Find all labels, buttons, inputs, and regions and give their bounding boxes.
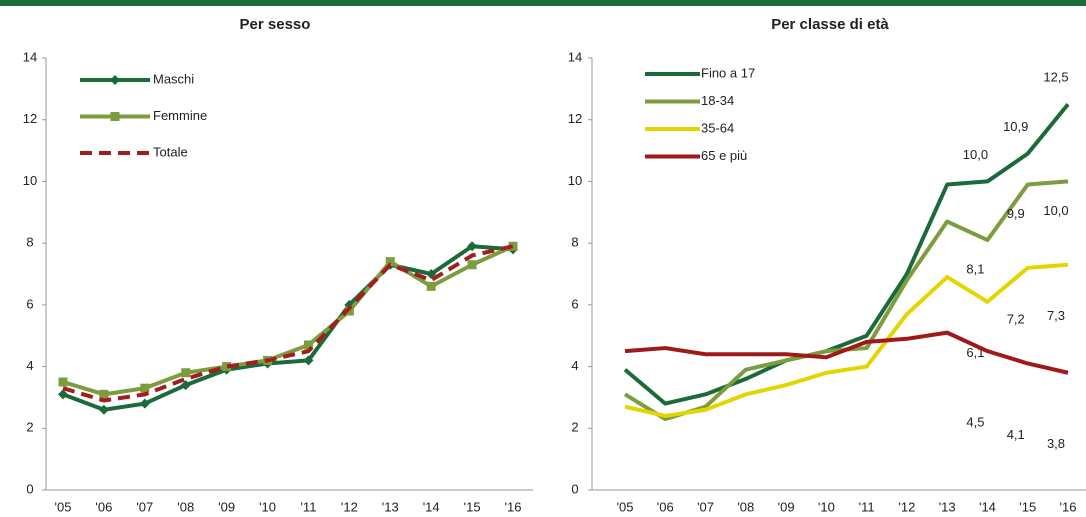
legend-label: 18-34 <box>701 93 734 108</box>
x-tick-label: '07 <box>136 499 153 514</box>
x-tick-label: '06 <box>95 499 112 514</box>
y-tick-label: 10 <box>23 173 37 188</box>
y-tick-label: 14 <box>23 49 37 64</box>
x-tick-label: '14 <box>423 499 440 514</box>
data-label: 4,5 <box>966 415 984 430</box>
data-label: 12,5 <box>1043 70 1068 85</box>
legend-label: 35-64 <box>701 120 734 135</box>
y-tick-label: 12 <box>23 111 37 126</box>
marker <box>467 260 477 270</box>
data-label: 10,0 <box>963 147 988 162</box>
x-tick-label: '10 <box>259 499 276 514</box>
chart-title: Per sesso <box>240 16 311 33</box>
y-tick-label: 6 <box>26 296 33 311</box>
data-label: 4,1 <box>1007 427 1025 442</box>
x-tick-label: '16 <box>505 499 522 514</box>
marker <box>467 241 478 252</box>
x-tick-label: '12 <box>341 499 358 514</box>
marker <box>426 281 436 291</box>
series-line <box>624 330 1069 375</box>
data-label: 10,0 <box>1043 203 1068 218</box>
series-line <box>62 244 514 412</box>
legend-label: Femmine <box>153 108 207 123</box>
x-tick-label: '07 <box>697 499 714 514</box>
x-tick-label: '11 <box>300 499 316 514</box>
marker <box>58 389 68 400</box>
series-line <box>62 244 514 403</box>
x-tick-label: '06 <box>657 499 674 514</box>
y-tick-label: 2 <box>26 420 33 435</box>
marker <box>303 355 314 366</box>
series-line <box>623 179 1069 422</box>
x-tick-label: '08 <box>177 499 194 514</box>
marker <box>140 383 150 393</box>
y-tick-label: 0 <box>571 481 578 496</box>
y-tick-label: 4 <box>571 358 578 373</box>
y-tick-label: 4 <box>26 358 33 373</box>
x-tick-label: '05 <box>55 499 72 514</box>
x-tick-label: '14 <box>979 499 996 514</box>
marker <box>385 257 395 267</box>
marker <box>58 377 68 387</box>
data-label: 7,2 <box>1007 311 1025 326</box>
marker <box>99 389 109 399</box>
marker <box>222 362 232 372</box>
legend-label: Totale <box>153 144 188 159</box>
series-line <box>624 262 1069 418</box>
top-bar <box>0 0 1086 6</box>
y-tick-label: 0 <box>26 481 33 496</box>
marker <box>303 340 313 350</box>
legend-label: Fino a 17 <box>701 65 755 80</box>
chart-title: Per classe di età <box>771 16 889 33</box>
data-label: 7,3 <box>1047 308 1065 323</box>
data-label: 8,1 <box>966 261 984 276</box>
legend-label: Maschi <box>153 71 194 86</box>
marker <box>98 404 109 415</box>
x-tick-label: '10 <box>818 499 835 514</box>
y-tick-label: 8 <box>26 235 33 250</box>
x-tick-label: '08 <box>737 499 754 514</box>
x-tick-label: '09 <box>778 499 795 514</box>
x-tick-label: '15 <box>1019 499 1036 514</box>
y-tick-label: 10 <box>568 173 582 188</box>
marker <box>344 306 354 316</box>
y-tick-label: 6 <box>571 296 578 311</box>
legend-marker <box>110 75 120 85</box>
marker <box>139 398 150 409</box>
marker <box>508 241 518 251</box>
x-tick-label: '05 <box>617 499 634 514</box>
series-line <box>62 244 514 397</box>
x-tick-label: '13 <box>382 499 399 514</box>
marker <box>180 380 191 391</box>
marker <box>181 368 191 378</box>
y-tick-label: 2 <box>571 420 578 435</box>
data-label: 10,9 <box>1003 119 1028 134</box>
x-tick-label: '13 <box>939 499 956 514</box>
series-line <box>623 103 1070 406</box>
data-label: 3,8 <box>1047 436 1065 451</box>
x-tick-label: '15 <box>464 499 481 514</box>
x-tick-label: '12 <box>898 499 915 514</box>
y-tick-label: 12 <box>568 111 582 126</box>
y-tick-label: 14 <box>568 49 582 64</box>
legend-label: 65 e più <box>701 148 747 163</box>
data-label: 9,9 <box>1007 206 1025 221</box>
x-tick-label: '09 <box>218 499 235 514</box>
y-tick-label: 8 <box>571 235 578 250</box>
legend-marker <box>110 112 120 121</box>
x-tick-label: '11 <box>859 499 875 514</box>
x-tick-label: '16 <box>1060 499 1077 514</box>
